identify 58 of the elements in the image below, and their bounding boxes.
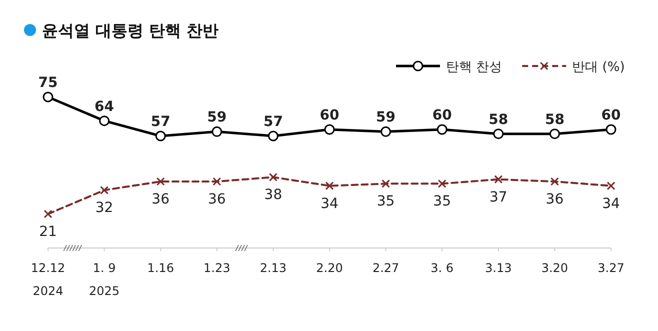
legend-label: 반대 (%) xyxy=(572,60,625,75)
data-label: 36 xyxy=(208,192,226,208)
point xyxy=(438,179,446,188)
data-label: 34 xyxy=(320,196,338,212)
x-tick-label: 2.20 xyxy=(316,261,343,275)
point xyxy=(549,128,560,140)
data-label: 60 xyxy=(432,108,452,124)
point xyxy=(212,126,222,137)
data-label: 60 xyxy=(320,108,340,124)
x-tick-label: 2.27 xyxy=(372,261,400,275)
x-tick-label: 3.27 xyxy=(598,261,624,275)
data-label: 59 xyxy=(207,110,227,126)
data-label: 59 xyxy=(376,110,396,126)
chart-title: 윤석열 대통령 탄핵 찬반 xyxy=(42,21,219,40)
point xyxy=(155,130,166,142)
x-tick-label: 3. 6 xyxy=(430,261,454,275)
data-label: 35 xyxy=(376,194,395,210)
x-tick-label: 3.13 xyxy=(485,261,512,275)
data-label: 58 xyxy=(544,112,564,128)
legend-label: 탄핵 찬성 xyxy=(446,60,502,75)
data-label: 38 xyxy=(264,187,282,204)
data-label: 60 xyxy=(601,108,621,124)
data-label: 75 xyxy=(38,75,58,91)
point xyxy=(436,124,448,135)
data-label: 57 xyxy=(150,114,170,130)
point xyxy=(100,186,109,194)
data-label: 37 xyxy=(489,189,508,206)
point xyxy=(550,177,559,186)
point xyxy=(44,210,52,218)
x-tick-label: 2.13 xyxy=(260,261,287,275)
x-tick-label: 12.12 2024 xyxy=(30,261,66,298)
point xyxy=(380,126,392,137)
point xyxy=(382,179,390,188)
data-label: 21 xyxy=(39,224,57,240)
point xyxy=(606,124,616,135)
data-label: 32 xyxy=(95,200,114,216)
data-label: 34 xyxy=(602,196,620,212)
point xyxy=(606,182,616,190)
point xyxy=(99,116,110,126)
x-tick-label: 1.16 xyxy=(147,261,174,275)
point xyxy=(494,175,503,184)
point xyxy=(325,182,334,190)
data-label: 36 xyxy=(152,192,170,208)
data-label: 58 xyxy=(488,112,508,128)
data-label: 57 xyxy=(263,114,283,130)
point xyxy=(493,128,504,140)
point xyxy=(268,172,278,182)
point xyxy=(324,124,335,135)
point xyxy=(42,92,54,102)
point xyxy=(212,177,222,186)
x-tick-label: 1.23 xyxy=(204,261,230,275)
x-tick-label: 3.20 xyxy=(541,261,568,275)
data-label: 64 xyxy=(94,98,114,115)
point xyxy=(268,130,278,142)
data-label: 36 xyxy=(546,192,564,208)
data-label: 35 xyxy=(433,194,452,210)
x-tick-label: 1. 9 2025 xyxy=(89,261,120,298)
point xyxy=(156,177,165,186)
